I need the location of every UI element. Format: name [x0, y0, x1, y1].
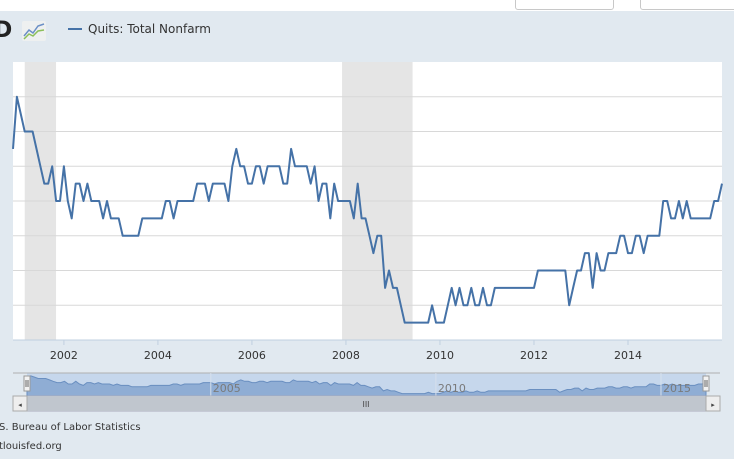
- navigator-tick-label: 2015: [663, 382, 691, 395]
- scroll-right-button[interactable]: [705, 395, 721, 412]
- x-tick-label: 2002: [50, 349, 78, 362]
- navigator-handle-left[interactable]: [23, 375, 31, 392]
- scrollbar-grip-icon: III: [362, 400, 369, 409]
- source-text: S. Bureau of Labor Statistics: [0, 422, 141, 433]
- x-tick-label: 2006: [238, 349, 266, 362]
- legend-swatch: [68, 28, 82, 30]
- x-tick-label: 2008: [332, 349, 360, 362]
- legend-item[interactable]: Quits: Total Nonfarm: [68, 22, 211, 36]
- toolbar-button-1[interactable]: [515, 0, 614, 10]
- scroll-left-button[interactable]: [12, 395, 28, 412]
- fred-logo: D: [0, 18, 13, 43]
- source-link[interactable]: tlouisfed.org: [0, 441, 62, 452]
- navigator-handle-right[interactable]: [702, 375, 710, 392]
- toolbar-button-2[interactable]: [640, 0, 734, 10]
- x-tick-label: 2010: [426, 349, 454, 362]
- x-tick-label: 2014: [614, 349, 642, 362]
- chart-logo-icon: [22, 21, 46, 41]
- navigator-series-area: [26, 375, 707, 397]
- series-line-quits: [12, 95, 723, 324]
- x-tick-label: 2004: [144, 349, 172, 362]
- arrow-right-icon: ▸: [711, 401, 715, 409]
- arrow-left-icon: ◂: [18, 401, 22, 409]
- navigator-tick-label: 2010: [438, 382, 466, 395]
- top-toolbar: [0, 0, 734, 11]
- legend-label: Quits: Total Nonfarm: [88, 22, 211, 36]
- scrollbar-thumb[interactable]: [27, 396, 706, 411]
- x-tick-label: 2012: [520, 349, 548, 362]
- navigator-tick-label: 2005: [213, 382, 241, 395]
